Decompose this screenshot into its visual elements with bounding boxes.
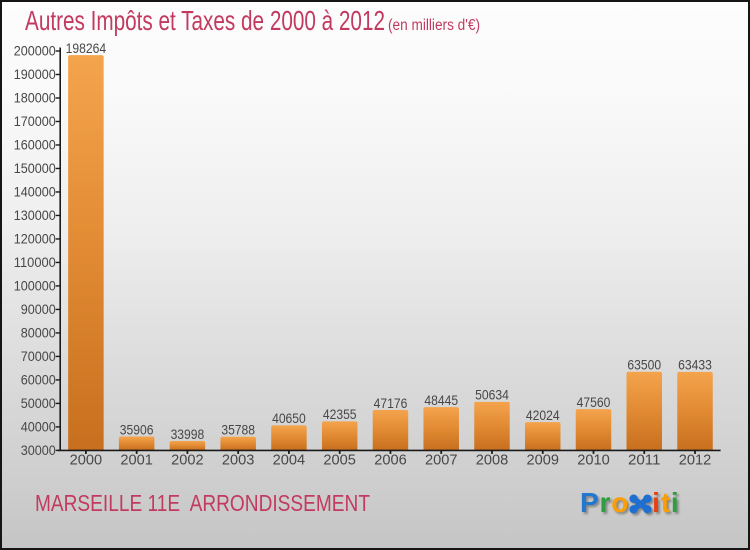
svg-text:170000: 170000 (14, 114, 56, 130)
svg-text:MARSEILLE 11E ARRONDISSEMENT: MARSEILLE 11E ARRONDISSEMENT (35, 490, 370, 516)
svg-text:2007: 2007 (425, 452, 458, 468)
svg-text:130000: 130000 (14, 208, 56, 224)
svg-text:30000: 30000 (21, 443, 56, 459)
svg-text:2001: 2001 (120, 452, 153, 468)
svg-text:2010: 2010 (577, 452, 610, 468)
svg-text:2011: 2011 (628, 452, 661, 468)
svg-text:2005: 2005 (323, 452, 356, 468)
svg-text:63500: 63500 (627, 357, 661, 373)
svg-text:100000: 100000 (14, 279, 56, 295)
svg-text:47560: 47560 (577, 395, 611, 411)
svg-text:35906: 35906 (120, 422, 154, 438)
svg-text:140000: 140000 (14, 185, 56, 201)
svg-text:33998: 33998 (171, 427, 205, 443)
svg-text:90000: 90000 (21, 302, 56, 318)
svg-text:120000: 120000 (14, 232, 56, 248)
svg-text:(en milliers d'€): (en milliers d'€) (388, 17, 480, 34)
svg-text:2003: 2003 (222, 452, 255, 468)
svg-text:35788: 35788 (221, 423, 255, 439)
svg-text:2008: 2008 (476, 452, 509, 468)
svg-text:198264: 198264 (66, 41, 107, 57)
svg-text:Autres Impôts et Taxes de 2000: Autres Impôts et Taxes de 2000 à 2012 (25, 5, 385, 36)
svg-text:2012: 2012 (679, 452, 712, 468)
svg-text:190000: 190000 (14, 67, 56, 83)
svg-text:40650: 40650 (272, 411, 306, 427)
svg-text:160000: 160000 (14, 138, 56, 154)
svg-text:110000: 110000 (14, 255, 56, 271)
svg-text:2009: 2009 (526, 452, 559, 468)
svg-text:47176: 47176 (374, 396, 408, 412)
svg-text:2006: 2006 (374, 452, 407, 468)
svg-text:2002: 2002 (171, 452, 204, 468)
svg-text:2000: 2000 (70, 452, 103, 468)
svg-text:80000: 80000 (21, 326, 56, 342)
svg-text:70000: 70000 (21, 349, 56, 365)
svg-text:200000: 200000 (14, 44, 56, 60)
svg-text:42355: 42355 (323, 407, 357, 423)
svg-text:50000: 50000 (21, 396, 56, 412)
svg-text:180000: 180000 (14, 91, 56, 107)
svg-text:63433: 63433 (678, 358, 712, 374)
svg-text:60000: 60000 (21, 373, 56, 389)
svg-text:2004: 2004 (273, 452, 306, 468)
svg-text:150000: 150000 (14, 161, 56, 177)
svg-text:48445: 48445 (424, 393, 458, 409)
svg-text:40000: 40000 (21, 420, 56, 436)
svg-text:42024: 42024 (526, 408, 560, 424)
svg-text:50634: 50634 (475, 388, 509, 404)
